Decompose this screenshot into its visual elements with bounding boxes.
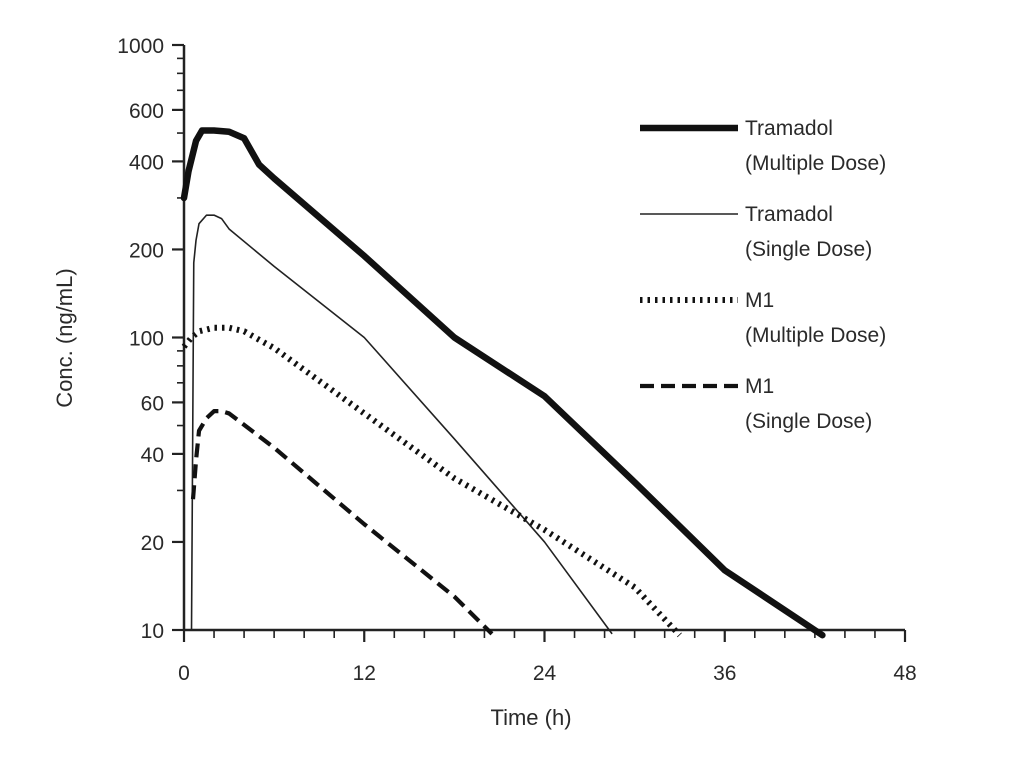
y-tick-label: 200	[129, 239, 164, 262]
y-tick-label: 60	[141, 392, 164, 415]
series-line-2	[190, 214, 613, 635]
legend-sublabel-4: (Single Dose)	[745, 410, 872, 433]
x-tick-label: 48	[893, 662, 916, 685]
x-tick-label: 24	[533, 662, 557, 685]
y-tick-label: 600	[129, 100, 164, 123]
x-tick-label: 12	[353, 662, 376, 685]
series-line-1	[180, 127, 826, 639]
y-tick-label: 100	[129, 328, 164, 351]
axes: 0 12 24 36 48 10 20 40 60 100 200 400 600 1000	[117, 35, 916, 685]
legend-label-2: Tramadol	[745, 203, 833, 226]
legend-label-1: Tramadol	[745, 117, 833, 140]
legend-sublabel-1: (Multiple Dose)	[745, 152, 886, 175]
y-tick-label: 1000	[117, 35, 164, 58]
legend-sublabel-2: (Single Dose)	[745, 238, 872, 261]
y-tick-label: 20	[141, 532, 164, 555]
x-tick-label: 0	[178, 662, 190, 685]
y-axis-label: Conc. (ng/mL)	[52, 268, 77, 407]
legend-sublabel-3: (Multiple Dose)	[745, 324, 886, 347]
series-line-3	[181, 324, 682, 638]
x-tick-label: 36	[713, 662, 736, 685]
series-layer	[180, 127, 826, 639]
x-axis-label: Time (h)	[490, 705, 571, 730]
legend-label-4: M1	[745, 375, 774, 398]
legend-label-3: M1	[745, 289, 774, 312]
legend: Tramadol (Multiple Dose) Tramadol (Single D…	[640, 117, 886, 433]
y-tick-label: 10	[141, 620, 164, 643]
y-tick-label: 400	[129, 151, 164, 174]
series-line-4	[190, 409, 494, 636]
y-tick-label: 40	[141, 444, 164, 467]
